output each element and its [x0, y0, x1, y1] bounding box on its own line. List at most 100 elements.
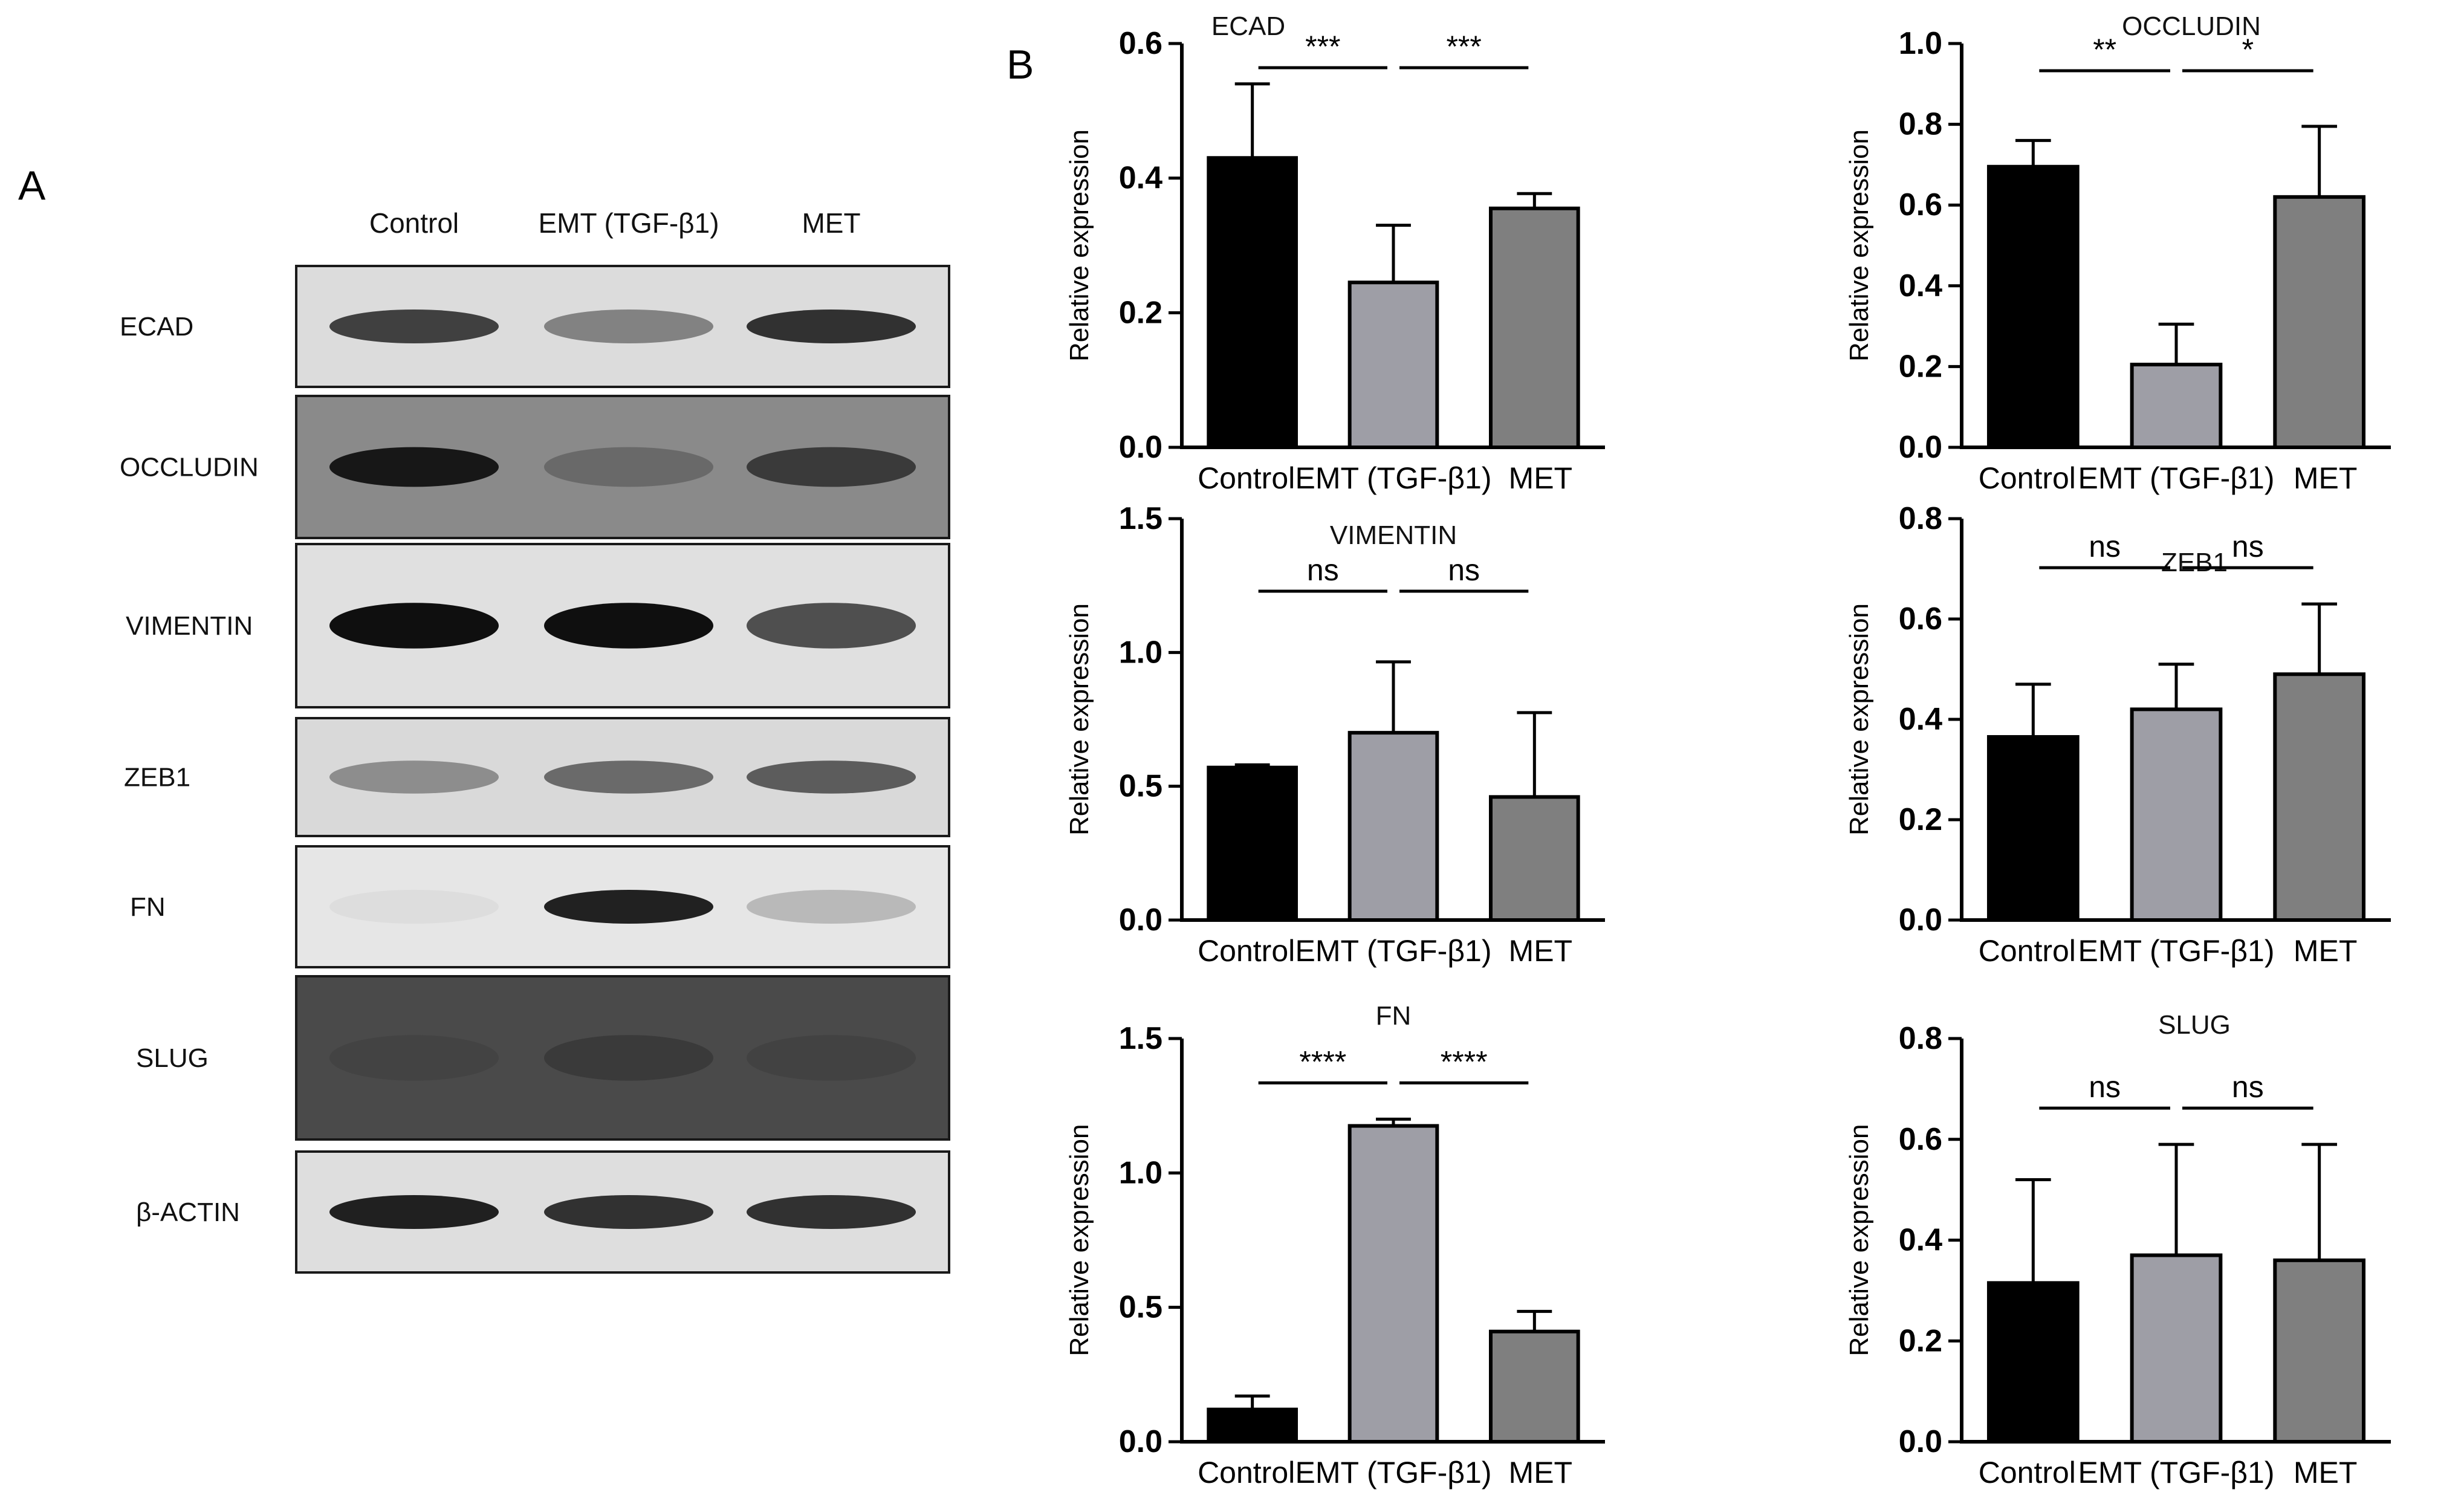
y-tick-label: 0.6	[1899, 187, 1942, 222]
blot-label: FN	[130, 892, 166, 922]
y-tick-label: 0.0	[1899, 1424, 1942, 1459]
significance-label: **	[2093, 33, 2116, 66]
y-tick-label: 0.6	[1899, 1122, 1942, 1157]
significance-label: ns	[2232, 530, 2264, 563]
y-tick-label: 0.2	[1899, 349, 1942, 384]
blot-band	[329, 603, 499, 649]
chart-title: ECAD	[1211, 11, 1285, 41]
bar-chart-ecad: 0.0 0.2 0.4 0.6 Relative expression ECAD Contr…	[1065, 11, 1605, 495]
significance-label: ***	[1446, 30, 1481, 63]
lane-header: EMT (TGF-β1)	[538, 207, 719, 239]
bar	[1986, 1281, 2080, 1444]
y-axis-label: Relative expression	[1844, 603, 1874, 835]
blot-band	[329, 1195, 499, 1229]
lane-header: MET	[802, 207, 860, 239]
chart-title: FN	[1376, 1001, 1412, 1031]
significance-label: ns	[1307, 553, 1339, 587]
bar-chart-fn: 0.0 0.5 1.0 1.5 Relative expression FN Control…	[1065, 1001, 1605, 1489]
blot-band	[747, 890, 916, 924]
blot-band	[544, 1195, 713, 1229]
category-label: MET	[2294, 461, 2358, 495]
blot-band	[747, 310, 916, 343]
bar-chart-occludin: 0.0 0.2 0.4 0.6 0.8 1.0 Relative expression OCC…	[1844, 11, 2391, 495]
category-label: MET	[2294, 1456, 2358, 1489]
bar	[2130, 1253, 2223, 1444]
bar	[2273, 1258, 2366, 1444]
panel-b-label: B	[1007, 42, 1034, 88]
y-tick-label: 0.4	[1899, 268, 1942, 303]
category-label: Control	[1979, 461, 2076, 495]
y-tick-label: 0.0	[1899, 903, 1942, 938]
bar	[1489, 795, 1580, 922]
y-tick-label: 0.8	[1899, 501, 1942, 536]
blot-band	[747, 447, 916, 487]
blot-label: ZEB1	[124, 763, 190, 793]
category-label: EMT (TGF-β1)	[2078, 934, 2274, 968]
category-label: Control	[1979, 934, 2076, 968]
y-tick-label: 0.4	[1899, 1223, 1942, 1258]
y-tick-label: 0.5	[1119, 769, 1162, 804]
blot-band	[329, 760, 499, 794]
y-tick-label: 0.2	[1899, 802, 1942, 837]
y-tick-label: 1.0	[1119, 1155, 1162, 1190]
bar	[1489, 1329, 1580, 1444]
category-label: Control	[1198, 1456, 1295, 1489]
y-tick-label: 1.0	[1899, 26, 1942, 61]
blot-band	[544, 760, 713, 794]
chart-title: SLUG	[2158, 1010, 2231, 1040]
blot-band	[544, 310, 713, 343]
y-tick-label: 0.0	[1119, 903, 1162, 938]
y-axis-label: Relative expression	[1844, 1124, 1874, 1357]
y-tick-label: 0.5	[1119, 1290, 1162, 1325]
y-tick-label: 0.0	[1119, 1424, 1162, 1459]
bar	[2273, 672, 2366, 922]
bar	[1489, 206, 1580, 449]
blot-band	[544, 890, 713, 924]
category-label: MET	[1509, 461, 1573, 495]
blot-label: OCCLUDIN	[120, 453, 259, 482]
category-label: MET	[1509, 1456, 1573, 1489]
bar	[2130, 363, 2223, 449]
y-tick-label: 0.6	[1119, 26, 1162, 61]
bar	[1347, 280, 1439, 449]
blot-band	[544, 603, 713, 649]
y-tick-label: 0.6	[1899, 601, 1942, 637]
y-tick-label: 0.0	[1119, 430, 1162, 465]
category-label: EMT (TGF-β1)	[2078, 1456, 2274, 1489]
significance-label: *	[2242, 33, 2254, 66]
chart-title: OCCLUDIN	[2122, 11, 2261, 41]
y-tick-label: 0.0	[1899, 430, 1942, 465]
significance-label: ns	[2089, 1070, 2121, 1104]
significance-label: ***	[1305, 30, 1340, 63]
blot-label: β-ACTIN	[136, 1198, 240, 1227]
significance-label: ns	[2232, 1070, 2264, 1104]
blot-band	[747, 603, 916, 649]
category-label: EMT (TGF-β1)	[2078, 461, 2274, 495]
y-axis-label: Relative expression	[1065, 1124, 1094, 1357]
blot-label: VIMENTIN	[126, 611, 253, 641]
y-axis-label: Relative expression	[1065, 603, 1094, 835]
bar	[1207, 1407, 1298, 1444]
category-label: Control	[1198, 934, 1295, 968]
bar	[1207, 765, 1298, 922]
bar	[2130, 707, 2223, 922]
bar-chart-vimentin: 0.0 0.5 1.0 1.5 Relative expression VIMENTIN C…	[1065, 501, 1605, 968]
bar	[1207, 156, 1298, 449]
blot-band	[329, 890, 499, 924]
y-axis-label: Relative expression	[1065, 129, 1094, 361]
bar-charts-panel: 0.0 0.2 0.4 0.6 Relative expression ECAD Contr…	[1065, 11, 2391, 1489]
significance-label: ****	[1299, 1045, 1346, 1078]
blot-band	[329, 1035, 499, 1081]
blot-band	[329, 447, 499, 487]
y-tick-label: 0.2	[1119, 295, 1162, 330]
blot-band	[747, 760, 916, 794]
lane-header: Control	[369, 207, 459, 239]
bar-chart-zeb1: 0.0 0.2 0.4 0.6 0.8 Relative expression ZEB1 Co…	[1844, 501, 2391, 968]
category-label: EMT (TGF-β1)	[1295, 934, 1491, 968]
bar	[1986, 735, 2080, 922]
bar	[1347, 731, 1439, 922]
significance-label: ns	[1448, 553, 1480, 587]
y-tick-label: 1.5	[1119, 501, 1162, 536]
bar	[2273, 195, 2366, 449]
